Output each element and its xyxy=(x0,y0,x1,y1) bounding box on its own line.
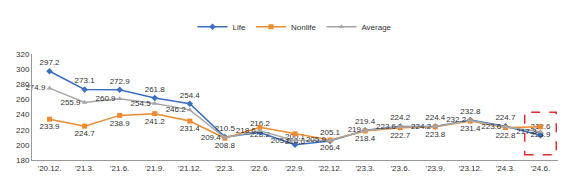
svg-text:205.1: 205.1 xyxy=(320,128,341,137)
svg-text:223.8: 223.8 xyxy=(425,130,446,139)
svg-text:246.2: 246.2 xyxy=(166,105,187,114)
svg-text:224.4: 224.4 xyxy=(425,113,446,122)
svg-text:'21.12.: '21.12. xyxy=(178,164,202,173)
svg-text:200.1: 200.1 xyxy=(285,132,306,141)
svg-text:Life: Life xyxy=(233,23,246,32)
svg-text:Nonlife: Nonlife xyxy=(291,23,316,32)
svg-text:223.6: 223.6 xyxy=(481,122,502,131)
svg-text:297.2: 297.2 xyxy=(40,58,61,67)
svg-text:273.1: 273.1 xyxy=(75,76,96,85)
svg-text:223.2: 223.2 xyxy=(250,130,271,139)
svg-text:218.4: 218.4 xyxy=(355,134,376,143)
svg-text:233.9: 233.9 xyxy=(40,122,61,131)
svg-text:'22.6.: '22.6. xyxy=(250,164,269,173)
svg-text:218.6: 218.6 xyxy=(236,126,257,135)
svg-text:274.9: 274.9 xyxy=(25,83,46,92)
svg-text:254.4: 254.4 xyxy=(180,91,201,100)
svg-text:224.2: 224.2 xyxy=(390,113,411,122)
svg-text:224.7: 224.7 xyxy=(495,113,516,122)
svg-text:300: 300 xyxy=(16,65,30,74)
svg-text:261.8: 261.8 xyxy=(145,85,166,94)
svg-text:'23.6.: '23.6. xyxy=(391,164,410,173)
svg-text:224.2: 224.2 xyxy=(411,122,432,131)
svg-text:200: 200 xyxy=(16,141,30,150)
svg-text:209.4: 209.4 xyxy=(201,133,222,142)
svg-text:223.9: 223.9 xyxy=(530,130,551,139)
svg-text:222.7: 222.7 xyxy=(390,131,411,140)
svg-text:224.7: 224.7 xyxy=(75,129,96,138)
svg-text:'23.3.: '23.3. xyxy=(355,164,374,173)
svg-text:'22.3.: '22.3. xyxy=(215,164,234,173)
svg-text:232.8: 232.8 xyxy=(460,107,481,116)
svg-text:205.6: 205.6 xyxy=(271,136,292,145)
svg-text:255.9: 255.9 xyxy=(60,98,81,107)
svg-text:238.9: 238.9 xyxy=(110,119,131,128)
svg-text:'22.12.: '22.12. xyxy=(318,164,342,173)
svg-text:'21.6.: '21.6. xyxy=(110,164,129,173)
svg-text:212.6: 212.6 xyxy=(530,122,551,131)
svg-text:'23.9.: '23.9. xyxy=(426,164,445,173)
svg-text:240: 240 xyxy=(16,110,30,119)
svg-text:205.9: 205.9 xyxy=(306,135,327,144)
svg-text:232.2: 232.2 xyxy=(446,115,467,124)
svg-text:210.5: 210.5 xyxy=(215,124,236,133)
svg-text:'24.3.: '24.3. xyxy=(496,164,515,173)
svg-text:220: 220 xyxy=(16,126,30,135)
svg-text:222.8: 222.8 xyxy=(495,131,516,140)
svg-text:'23.12.: '23.12. xyxy=(458,164,482,173)
svg-text:241.2: 241.2 xyxy=(145,117,166,126)
svg-text:280: 280 xyxy=(16,80,30,89)
svg-text:272.9: 272.9 xyxy=(110,77,131,86)
svg-text:180: 180 xyxy=(16,156,30,165)
svg-text:223.6: 223.6 xyxy=(376,122,397,131)
svg-text:'22.9.: '22.9. xyxy=(285,164,304,173)
svg-text:214.6: 214.6 xyxy=(285,137,306,146)
svg-text:208.8: 208.8 xyxy=(215,141,236,150)
svg-text:'21.3.: '21.3. xyxy=(75,164,94,173)
svg-text:'21.9.: '21.9. xyxy=(145,164,164,173)
svg-text:'24.6.: '24.6. xyxy=(531,164,550,173)
svg-text:260: 260 xyxy=(16,95,30,104)
svg-text:231.4: 231.4 xyxy=(460,124,481,133)
svg-text:320: 320 xyxy=(16,50,30,59)
svg-text:254.5: 254.5 xyxy=(131,99,152,108)
svg-text:Average: Average xyxy=(361,23,391,32)
svg-text:216.2: 216.2 xyxy=(250,119,271,128)
svg-text:206.4: 206.4 xyxy=(320,143,341,152)
svg-text:219.4: 219.4 xyxy=(355,117,376,126)
svg-text:260.9: 260.9 xyxy=(96,94,117,103)
svg-text:231.4: 231.4 xyxy=(180,124,201,133)
svg-text:219: 219 xyxy=(348,125,362,134)
svg-text:217.3: 217.3 xyxy=(516,127,537,136)
svg-text:'20.12.: '20.12. xyxy=(38,164,62,173)
